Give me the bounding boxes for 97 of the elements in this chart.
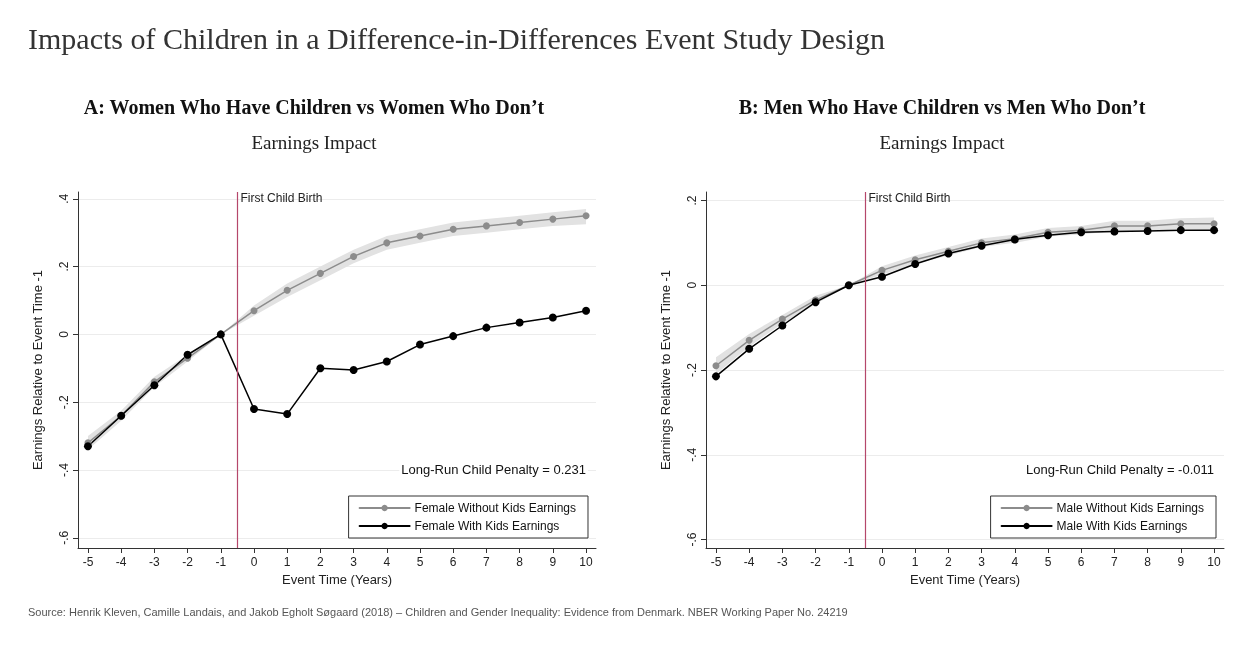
- point: [515, 318, 524, 327]
- x-tick-label: -3: [149, 555, 161, 569]
- point: [711, 372, 720, 381]
- point: [349, 366, 358, 374]
- point: [416, 340, 425, 349]
- x-tick-label: 4: [1010, 555, 1018, 569]
- x-tick-label: -4: [115, 555, 127, 569]
- point: [711, 362, 719, 370]
- point: [745, 336, 753, 344]
- point: [582, 212, 590, 220]
- y-tick-label: .4: [57, 193, 71, 204]
- point: [1043, 231, 1052, 240]
- y-axis-title: Earnings Relative to Event Time -1: [30, 269, 45, 471]
- point: [283, 286, 291, 294]
- point: [549, 215, 557, 223]
- annotation: Long-Run Child Penalty = 0.231: [401, 462, 586, 477]
- point: [150, 381, 159, 390]
- y-tick-label: -.6: [684, 532, 699, 547]
- point: [877, 272, 886, 281]
- x-tick-label: 3: [977, 555, 985, 569]
- x-tick-label: 8: [1143, 555, 1151, 569]
- y-tick-label: .2: [57, 261, 71, 272]
- x-tick-label: 9: [1176, 555, 1184, 569]
- point: [744, 344, 753, 353]
- point: [383, 239, 391, 247]
- point: [582, 306, 591, 315]
- chart-subtitle: Earnings Impact: [251, 132, 378, 153]
- x-tick-label: 7: [1110, 555, 1118, 569]
- x-axis-title: Event Time (Years): [909, 571, 1020, 587]
- x-tick-label: 0: [878, 555, 886, 569]
- chart-subtitle: Earnings Impact: [878, 132, 1005, 153]
- annotation: Long-Run Child Penalty = -0.011: [1025, 462, 1214, 477]
- x-tick-label: 6: [449, 555, 457, 569]
- point: [449, 225, 457, 233]
- x-tick-label: 1: [283, 555, 291, 569]
- legend-label: Female Without Kids Earnings: [414, 501, 576, 515]
- x-tick-label: 2: [944, 555, 952, 569]
- x-tick-label: -1: [215, 555, 227, 569]
- ref-line-label: First Child Birth: [240, 191, 323, 205]
- y-tick-label: -.2: [57, 394, 71, 410]
- x-tick-label: 0: [250, 555, 258, 569]
- x-tick-label: -3: [776, 555, 788, 569]
- y-tick-label: -.2: [684, 362, 699, 378]
- y-tick-label: -.4: [57, 462, 71, 478]
- x-tick-label: 3: [350, 555, 358, 569]
- point: [449, 332, 458, 341]
- y-tick-label: 0: [684, 281, 699, 289]
- chart-title: A: Women Who Have Children vs Women Who Don’t: [83, 96, 545, 118]
- x-tick-label: 6: [1077, 555, 1085, 569]
- legend-label: Female With Kids Earnings: [414, 519, 560, 533]
- x-tick-label: 10: [1206, 555, 1221, 569]
- x-axis-title: Event Time (Years): [281, 571, 393, 587]
- point: [350, 252, 358, 260]
- x-tick-label: 5: [1044, 555, 1052, 569]
- point: [250, 404, 258, 413]
- x-tick-label: 4: [383, 555, 391, 569]
- x-tick-label: -1: [842, 555, 854, 569]
- point: [382, 357, 391, 366]
- text: Impacts of Children in a Difference-in-Differences Event Study Design: [28, 22, 885, 56]
- x-tick-label: 5: [416, 555, 424, 569]
- x-tick-label: 7: [483, 555, 491, 569]
- y-tick-label: .2: [684, 195, 699, 206]
- x-tick-label: -5: [82, 555, 94, 569]
- point: [83, 442, 92, 451]
- x-tick-label: 8: [516, 555, 524, 569]
- point: [1176, 226, 1185, 235]
- point: [482, 222, 490, 230]
- point: [1209, 226, 1218, 235]
- point: [183, 350, 192, 359]
- point: [548, 313, 557, 322]
- chart-title: B: Men Who Have Children vs Men Who Don’t: [738, 96, 1146, 118]
- x-tick-label: 1: [911, 555, 919, 569]
- legend-label: Male Without Kids Earnings: [1056, 501, 1204, 515]
- point: [1143, 226, 1152, 235]
- point: [250, 307, 258, 315]
- ref-line-label: First Child Birth: [867, 191, 950, 205]
- x-tick-label: -5: [710, 555, 722, 569]
- y-tick-label: -.4: [684, 447, 699, 462]
- point: [482, 323, 491, 332]
- source-note: Source: Henrik Kleven, Camille Landais, and Jakob Egholt Søgaard (2018) – Children and Gender Inequality: Evidence from Denmark. NBER Working Paper No. 24219: [28, 606, 848, 618]
- x-tick-label: 2: [317, 555, 325, 569]
- point: [1109, 227, 1118, 236]
- x-tick-label: -2: [182, 555, 194, 569]
- y-axis-title: Earnings Relative to Event Time -1: [657, 269, 673, 471]
- point: [777, 321, 786, 330]
- point: [910, 260, 919, 269]
- x-tick-label: -2: [809, 555, 821, 569]
- x-tick-label: 9: [549, 555, 557, 569]
- point: [316, 269, 324, 277]
- y-tick-label: -.6: [57, 530, 71, 545]
- point: [316, 364, 325, 373]
- x-tick-label: -4: [743, 555, 755, 569]
- point: [283, 410, 292, 419]
- y-tick-label: 0: [57, 330, 71, 338]
- x-tick-label: 10: [579, 555, 594, 569]
- legend-label: Male With Kids Earnings: [1056, 519, 1187, 533]
- point: [516, 219, 524, 227]
